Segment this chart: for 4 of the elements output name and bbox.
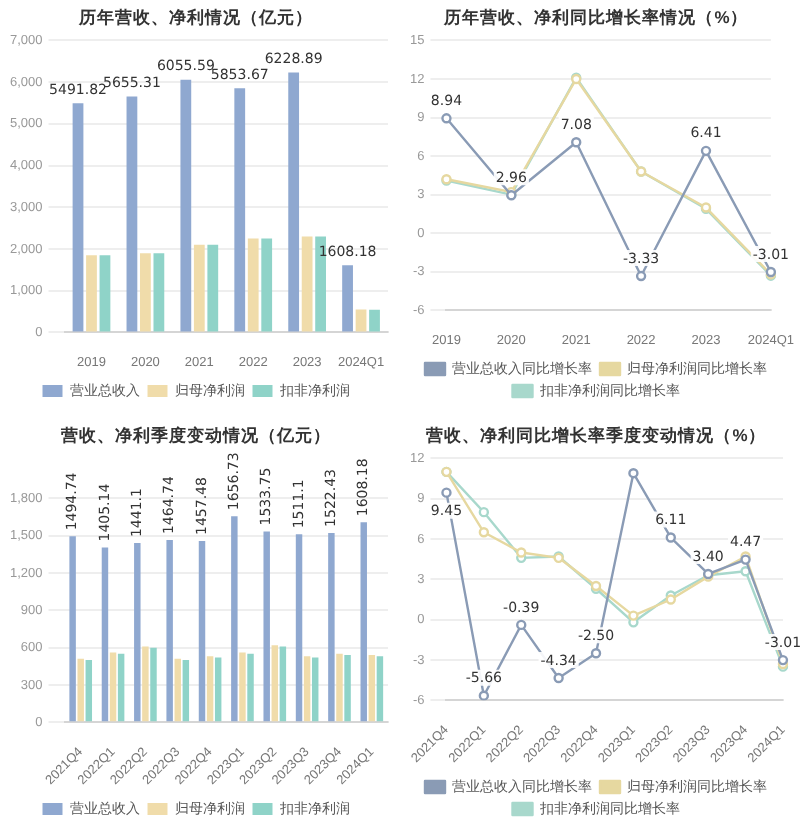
chart-title: 历年营收、净利同比增长率情况（%） [442, 6, 748, 27]
chart-title: 营收、净利同比增长率季度变动情况（%） [424, 424, 766, 445]
chart-title: 营收、净利季度变动情况（亿元） [59, 424, 331, 445]
chart-title: 历年营收、净利情况（亿元） [77, 6, 313, 27]
